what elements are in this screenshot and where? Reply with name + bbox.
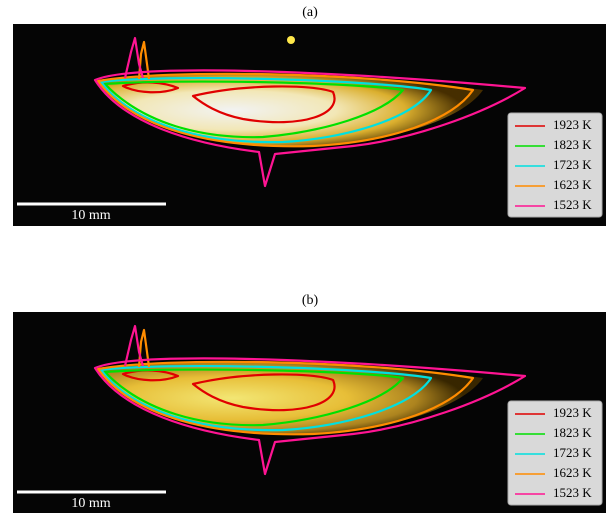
legend-label: 1823 K bbox=[553, 425, 592, 440]
legend-label: 1923 K bbox=[553, 405, 592, 420]
legend: 1923 K 1823 K 1723 K 1623 K 1523 K bbox=[508, 113, 602, 217]
figure: (a) 10 mm 1923 K 1823 K 1723 K 1623 K 1523 K (b… bbox=[0, 0, 608, 513]
legend-label: 1923 K bbox=[553, 117, 592, 132]
panel-label: (a) bbox=[302, 5, 318, 20]
panel-image: 10 mm 1923 K 1823 K 1723 K 1623 K 1523 K bbox=[13, 24, 606, 226]
panel-image: 10 mm 1923 K 1823 K 1723 K 1623 K 1523 K bbox=[13, 312, 606, 513]
legend: 1923 K 1823 K 1723 K 1623 K 1523 K bbox=[508, 401, 602, 505]
legend-label: 1623 K bbox=[553, 465, 592, 480]
spark bbox=[287, 36, 295, 44]
legend-label: 1523 K bbox=[553, 485, 592, 500]
legend-label: 1623 K bbox=[553, 177, 592, 192]
panel-label: (b) bbox=[302, 293, 319, 308]
legend-label: 1723 K bbox=[553, 157, 592, 172]
legend-label: 1723 K bbox=[553, 445, 592, 460]
legend-label: 1823 K bbox=[553, 137, 592, 152]
scale-bar-label: 10 mm bbox=[71, 496, 110, 511]
legend-label: 1523 K bbox=[553, 197, 592, 212]
scale-bar-label: 10 mm bbox=[71, 208, 110, 223]
